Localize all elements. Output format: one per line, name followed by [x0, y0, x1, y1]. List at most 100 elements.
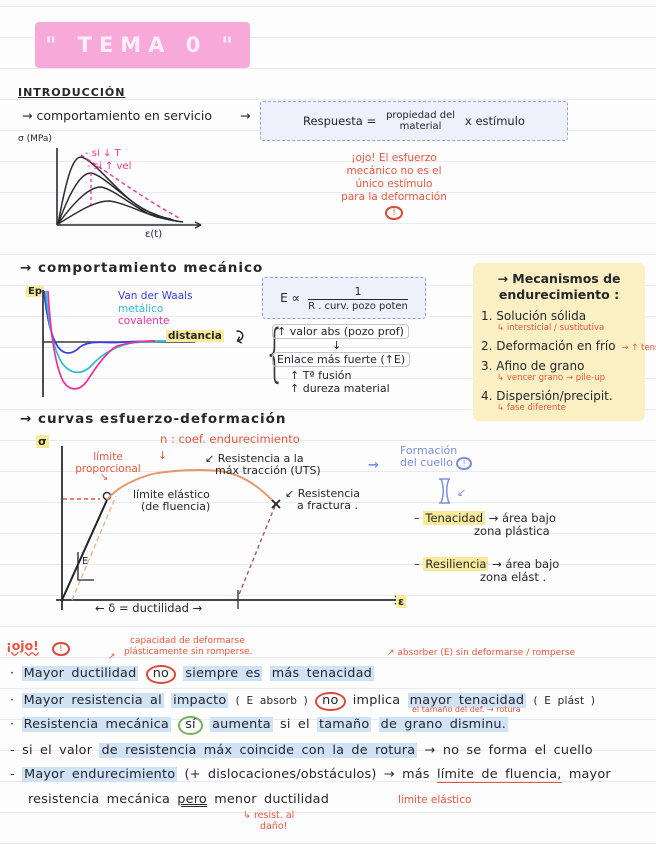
- b3-seg3a: si el: [280, 717, 310, 732]
- b5-seg4: límite de fluencia,: [436, 767, 562, 783]
- chart2-x-label: distancia: [166, 330, 224, 342]
- mechanism-num: 3.: [481, 359, 493, 373]
- mechanism-note: ↳ fase diferente: [497, 403, 566, 413]
- b1-no-circled: no: [145, 665, 177, 684]
- resiliencia-term: Resiliencia: [423, 557, 489, 571]
- resiliencia-dash: –: [414, 557, 420, 571]
- b3-seg2: aumenta: [210, 717, 273, 732]
- tenacidad-dash: –: [414, 511, 420, 525]
- chart3-epsilon-label: ε: [396, 595, 407, 608]
- mechanism-text: Solución sólida: [496, 309, 587, 323]
- warning-line4: para la deformación: [341, 191, 447, 203]
- modulus-numerator: 1: [308, 285, 408, 300]
- mechanism-note: ↳ vencer grano → pile-up: [497, 373, 605, 383]
- bullet-impact-toughness: · Mayor resistencia al impacto ( E absor…: [10, 692, 595, 711]
- potential-well-chart: [42, 290, 195, 397]
- tenacidad-line2: zona plástica: [474, 524, 550, 538]
- b4-seg3: no se forma el cuello: [442, 743, 593, 758]
- legend-covalente: covalente: [118, 315, 170, 327]
- bullet-dot: ·: [10, 666, 15, 681]
- b4-seg2: de resistencia máx coincide con la de ro…: [99, 743, 418, 758]
- b3-seg1: Resistencia mecánica: [21, 717, 171, 732]
- b5-t2: pero: [177, 792, 207, 807]
- modulus-fraction: 1 R . curv. pozo poten: [308, 285, 408, 312]
- absorb-annotation: ↗ absorber (E) sin deformarse / romperse: [387, 648, 576, 658]
- chart2-y-label: Ep: [26, 286, 44, 297]
- bullet-mechanical-strength: · Resistencia mecánica sí aumenta si el …: [10, 716, 508, 735]
- tenacidad-term: Tenacidad: [423, 511, 486, 525]
- bullet-ductility-toughness: · Mayor ductilidad no siempre es más ten…: [10, 665, 374, 684]
- modulus-formula-box: E ∝ 1 R . curv. pozo poten: [262, 277, 426, 319]
- b5-t3: menor ductilidad: [214, 792, 330, 807]
- b4-arrow-icon: →: [424, 743, 436, 758]
- mechanism-text: Deformación en frío: [496, 339, 616, 353]
- elastic-limit-line2: (de fluencia): [141, 500, 211, 513]
- b5-seg2: (+ dislocaciones/obstáculos): [184, 767, 377, 782]
- b5-seg1: Mayor endurecimiento: [22, 767, 178, 782]
- response-formula-box: Respuesta = propiedad del material x est…: [260, 101, 568, 141]
- chart1-note-temperature: - si ↓ T: [85, 148, 121, 159]
- necking-pointer-arrow-icon: ↙: [457, 486, 467, 499]
- bullet-dash: -: [10, 767, 15, 782]
- uts-to-necking-arrow-icon: →: [368, 458, 379, 473]
- resiliencia-line2: zona elást .: [480, 570, 547, 584]
- response-numerator: propiedad del material: [386, 110, 455, 132]
- b5-arrow-icon: →: [383, 767, 395, 782]
- fusion-temp-line: ↑ Tª fusión: [290, 369, 352, 382]
- uts-label-line1: ↙ Resistencia a la: [205, 452, 304, 465]
- page-title: " TEMA 0 ": [35, 22, 250, 68]
- chart1-x-label: ε(t): [145, 229, 163, 240]
- necking-label-line1: Formación: [400, 444, 458, 457]
- mechanism-num: 1.: [481, 309, 493, 323]
- bullet-hardening-line1: - Mayor endurecimiento (+ dislocaciones/…: [10, 767, 611, 783]
- b1-seg2: siempre es: [183, 666, 263, 681]
- bullet-dot: ·: [10, 693, 15, 708]
- chart2-legend: Van der Waals metálico covalente: [118, 290, 193, 328]
- tenacidad-rest: → área bajo: [488, 511, 556, 525]
- b2-seg1: Mayor resistencia al: [21, 693, 164, 708]
- tenacidad-line: – Tenacidad → área bajo: [414, 511, 556, 525]
- b4-seg1: si el valor: [22, 743, 93, 758]
- hardening-coef-arrow-icon: ↓: [158, 449, 168, 462]
- down-arrow-icon: ↓: [332, 339, 342, 352]
- mechanism-item: 3. Afino de grano ↳ vencer grano → pile-…: [481, 359, 637, 383]
- chart1-note-velocity: - si ↑ vel: [87, 161, 132, 172]
- exclamation-circle-icon: !: [385, 206, 403, 221]
- b2-seg3: implica: [352, 693, 401, 708]
- hardening-coef-label: n : coef. endurecimiento: [160, 432, 300, 446]
- warning-note-top: ¡ojo! El esfuerzo mecánico no es el únic…: [305, 152, 483, 221]
- section-comportamiento-mecanico: → comportamiento mecánico: [20, 260, 264, 276]
- curved-arrow-icon: ↷: [225, 326, 250, 349]
- b2-seg4: mayor tenacidad: [407, 693, 527, 708]
- ductility-annotation-caret-icon: ↗: [108, 652, 116, 662]
- necked-specimen-sketch: [439, 478, 450, 504]
- bullet-dash: -: [10, 743, 15, 758]
- prop-limit-line1: límite: [93, 451, 123, 463]
- prop-limit-line2: proporcional: [75, 462, 141, 475]
- grain-size-annotation: el tamaño del def. → rotura: [412, 705, 521, 714]
- mechanisms-title-line2: endurecimiento :: [498, 287, 620, 302]
- modulus-lhs: E ∝: [280, 291, 301, 305]
- legend-metalico: metálico: [118, 302, 164, 315]
- response-num-line1: propiedad del: [386, 110, 455, 121]
- b3-seg3b: tamaño: [317, 717, 372, 732]
- ductility-span-label: ← δ = ductilidad →: [95, 601, 203, 615]
- response-lhs: Respuesta =: [303, 114, 377, 128]
- b1-seg3: más tenacidad: [269, 666, 374, 681]
- elastic-limit-line1: límite elástico: [133, 488, 210, 501]
- section-curvas-esfuerzo: → curvas esfuerzo-deformación: [20, 411, 287, 427]
- resiliencia-line: – Resiliencia → área bajo: [414, 557, 559, 571]
- b5-seg3: más: [402, 767, 430, 782]
- arrow-to-formula: →: [240, 108, 251, 123]
- mechanism-item: 4. Dispersión/precipit. ↳ fase diferente: [481, 389, 637, 413]
- b2-seg2: impacto: [171, 693, 229, 708]
- b2-paren2: ( E plást ): [533, 695, 596, 707]
- mechanism-num: 2.: [481, 339, 493, 353]
- warning-bottom-mark: !: [52, 642, 70, 657]
- necking-mark-circle-icon: !: [456, 457, 472, 471]
- ductility-annotation-line2: plásticamente sin romperse.: [124, 647, 253, 657]
- b1-seg1: Mayor ductilidad: [21, 666, 139, 681]
- necking-label-line2: del cuello !: [400, 456, 472, 471]
- hardening-mechanisms-panel: → Mecanismos de endurecimiento : 1. Solu…: [473, 263, 656, 421]
